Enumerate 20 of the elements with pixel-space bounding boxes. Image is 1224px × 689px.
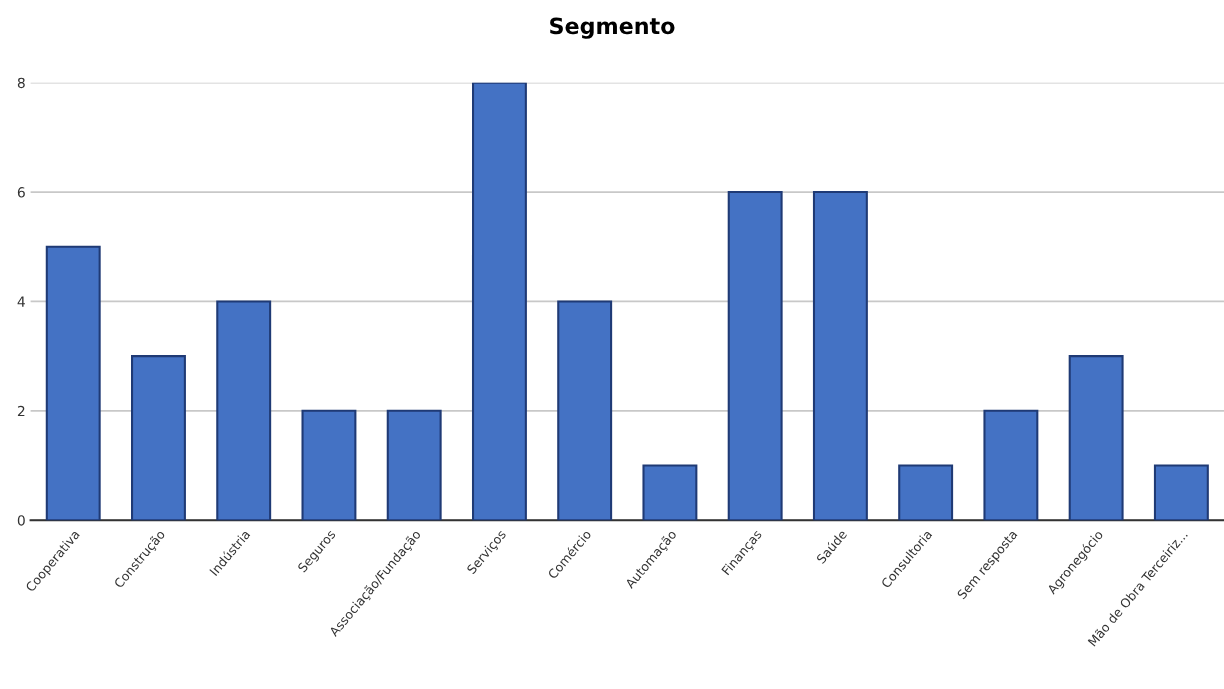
bar bbox=[471, 82, 527, 521]
bar bbox=[983, 409, 1039, 521]
y-tick-label: 4 bbox=[17, 296, 25, 307]
bar bbox=[812, 191, 868, 521]
y-tick-label: 8 bbox=[17, 77, 25, 89]
bar bbox=[898, 464, 954, 521]
bar bbox=[727, 191, 783, 521]
bar bbox=[642, 464, 698, 521]
chart-title: Segmento bbox=[550, 17, 675, 39]
bar bbox=[45, 245, 101, 521]
bar bbox=[216, 300, 272, 521]
bar bbox=[131, 355, 186, 521]
bar bbox=[1068, 355, 1124, 521]
bar bbox=[301, 409, 357, 521]
y-tick-label: 0 bbox=[17, 515, 25, 526]
y-tick-label: 2 bbox=[17, 405, 25, 417]
bar bbox=[386, 409, 442, 521]
y-tick-label: 6 bbox=[17, 187, 25, 198]
bar bbox=[557, 300, 613, 521]
bar bbox=[1153, 464, 1209, 521]
